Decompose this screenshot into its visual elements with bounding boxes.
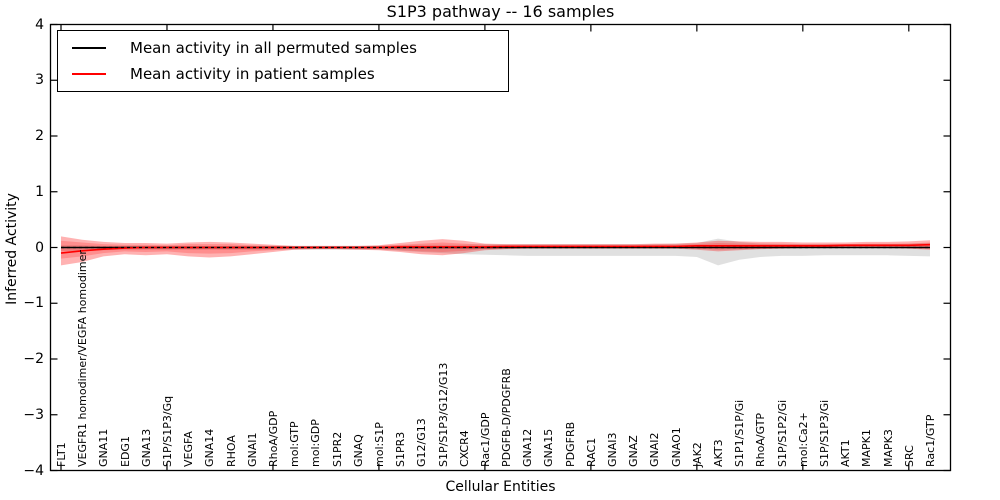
x-tick-label: VEGFA bbox=[182, 431, 196, 467]
band-patient-samples-range-outer bbox=[61, 236, 930, 266]
x-tick-label: VEGFR1 homodimer/VEGFA homodimer bbox=[76, 250, 90, 467]
x-tick-label: GNA14 bbox=[203, 428, 217, 467]
x-tick-label: GNAZ bbox=[627, 435, 641, 467]
x-tick-label: AKT3 bbox=[712, 439, 726, 467]
x-tick-label: S1P/S1P3/Gi bbox=[818, 399, 832, 467]
x-tick-label: AKT1 bbox=[839, 439, 853, 467]
y-tick-label: −4 bbox=[23, 462, 44, 479]
legend-entry-permuted: Mean activity in all permuted samples bbox=[72, 39, 508, 57]
x-tick-label: SRC bbox=[902, 445, 916, 467]
x-tick-label: GNA15 bbox=[542, 428, 556, 467]
legend-label-permuted: Mean activity in all permuted samples bbox=[130, 39, 417, 57]
chart-title: S1P3 pathway -- 16 samples bbox=[386, 2, 615, 21]
y-tick-label: 2 bbox=[35, 128, 44, 144]
x-tick-label: MAPK3 bbox=[881, 429, 895, 467]
black-line-swatch-icon bbox=[72, 47, 106, 49]
x-tick-label: S1P1/S1P/Gi bbox=[733, 399, 747, 467]
y-tick-label: 3 bbox=[35, 72, 44, 89]
x-tick-label: EDG1 bbox=[118, 436, 132, 467]
x-tick-label: JAK2 bbox=[690, 442, 704, 467]
x-tick-label: G12/G13 bbox=[415, 418, 429, 467]
x-tick-label: GNA12 bbox=[521, 428, 535, 467]
x-tick-label: PDGFRB bbox=[563, 421, 577, 467]
x-tick-label: S1P/S1P3/G12/G13 bbox=[436, 362, 450, 467]
x-tick-label: Rac1/GDP bbox=[478, 412, 492, 467]
y-tick-label: 4 bbox=[35, 16, 44, 33]
x-tick-label: RHOA bbox=[224, 435, 238, 467]
x-tick-label: RhoA/GDP bbox=[266, 410, 280, 467]
x-tick-label: MAPK1 bbox=[860, 429, 874, 467]
y-tick-label: −3 bbox=[23, 406, 44, 423]
y-tick-label: −2 bbox=[23, 351, 44, 367]
x-tick-label: GNAI2 bbox=[648, 432, 662, 467]
x-tick-label: GNAQ bbox=[351, 434, 365, 467]
x-tick-label: GNA11 bbox=[97, 428, 111, 467]
x-tick-label: RAC1 bbox=[584, 437, 598, 467]
legend-entry-patient: Mean activity in patient samples bbox=[72, 65, 508, 83]
x-tick-label: GNAO1 bbox=[669, 427, 683, 467]
x-tick-label: S1P/S1P3/Gq bbox=[160, 395, 174, 467]
x-tick-label: S1PR3 bbox=[394, 431, 408, 467]
x-axis-label: Cellular Entities bbox=[445, 479, 556, 495]
x-tick-label: mol:Ca2+ bbox=[796, 412, 810, 467]
x-tick-label: Rac1/GTP bbox=[924, 414, 937, 467]
red-line-swatch-icon bbox=[72, 73, 106, 75]
x-tick-label: RhoA/GTP bbox=[754, 412, 768, 467]
x-tick-label: GNA13 bbox=[139, 428, 153, 467]
legend-label-patient: Mean activity in patient samples bbox=[130, 65, 375, 83]
x-tick-label: FLT1 bbox=[55, 442, 68, 467]
x-tick-label: GNAI3 bbox=[606, 432, 620, 467]
y-tick-label: 0 bbox=[35, 239, 44, 256]
x-tick-label: mol:GTP bbox=[288, 421, 302, 467]
x-tick-label: mol:GDP bbox=[309, 419, 323, 467]
x-tick-label: S1P/S1P2/Gi bbox=[775, 399, 789, 467]
y-tick-label: 1 bbox=[35, 183, 44, 200]
y-tick-label: −1 bbox=[23, 295, 44, 312]
legend: Mean activity in all permuted samples Me… bbox=[57, 30, 509, 92]
x-tick-label: PDGFB-D/PDGFRB bbox=[500, 368, 514, 467]
x-tick-label: CXCR4 bbox=[457, 430, 471, 467]
x-tick-label: S1PR2 bbox=[330, 431, 344, 467]
x-tick-label: GNAI1 bbox=[245, 432, 259, 467]
x-tick-label: mol:S1P bbox=[372, 422, 386, 467]
